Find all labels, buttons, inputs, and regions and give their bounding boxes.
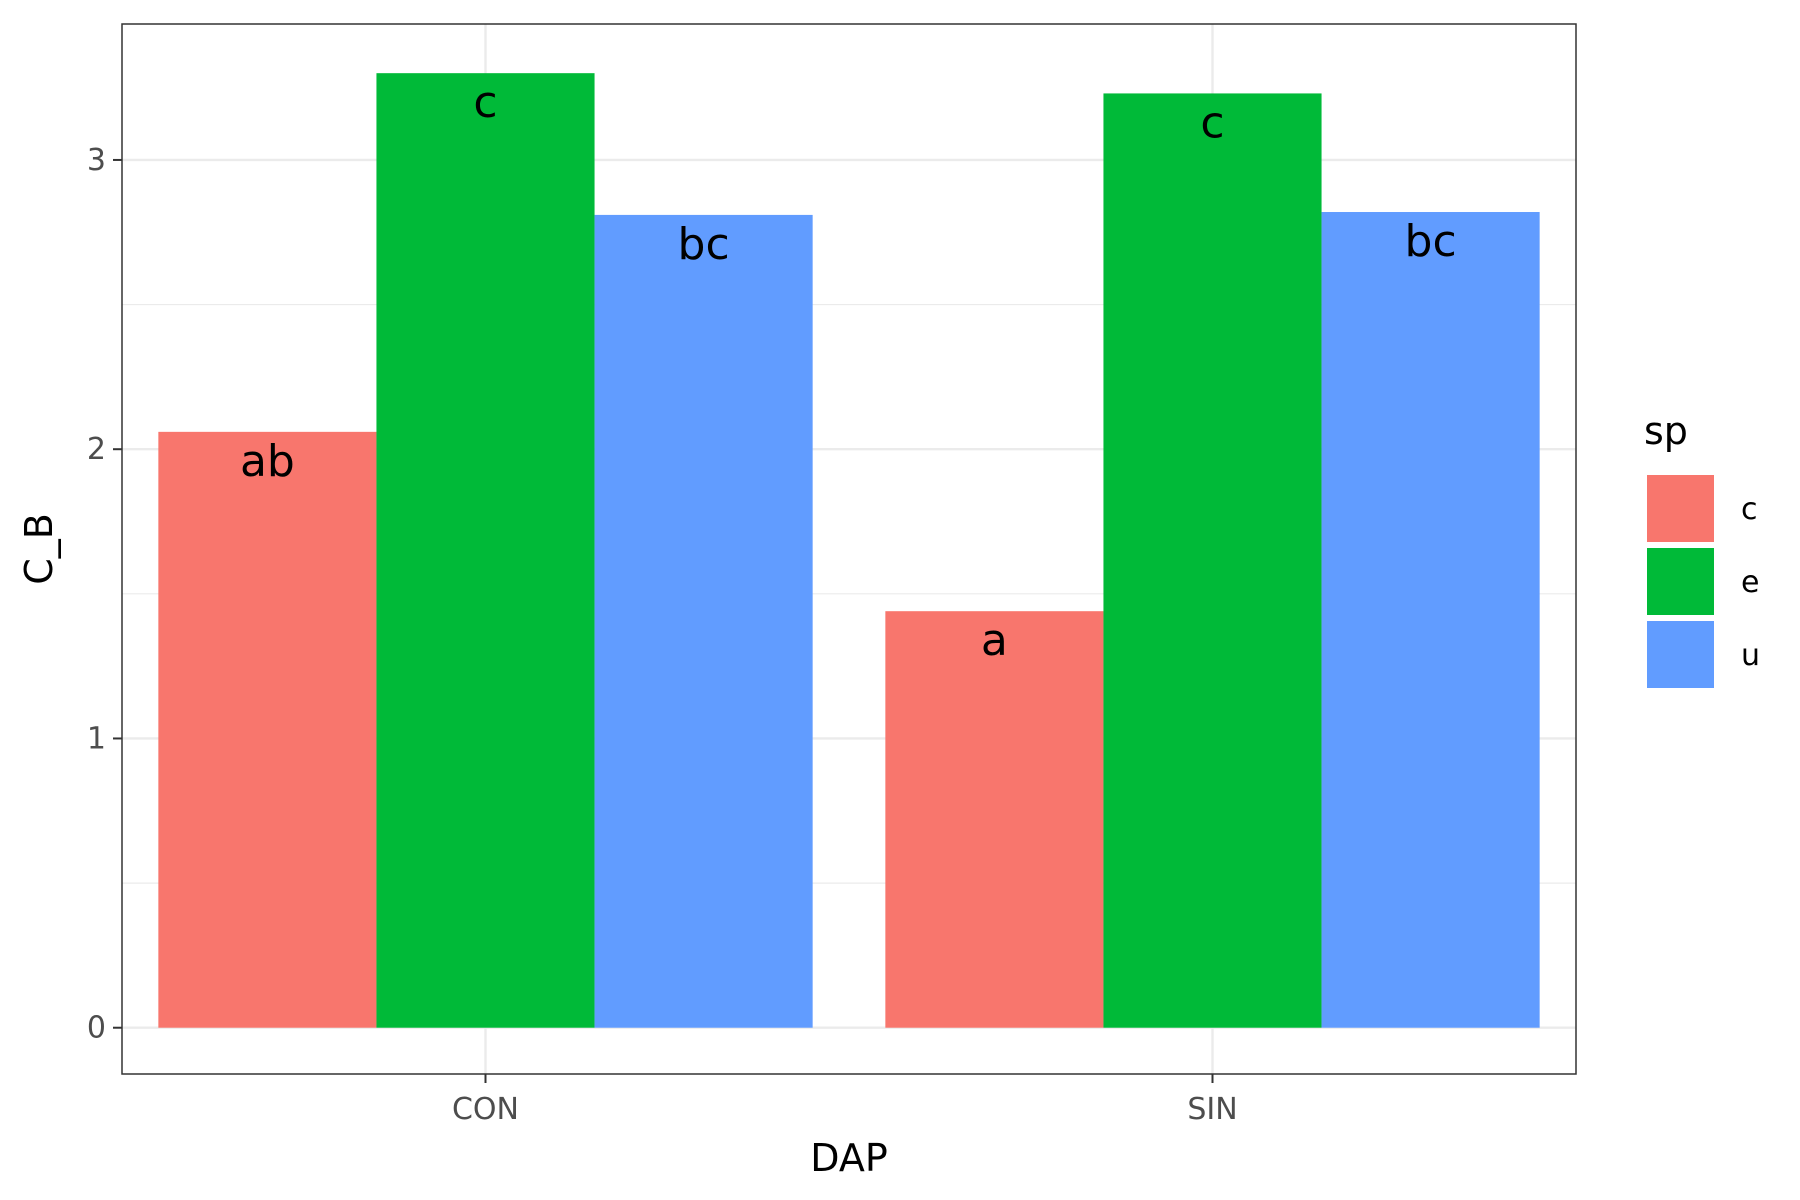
bar-label: a	[981, 615, 1008, 666]
legend-key-u	[1647, 621, 1714, 688]
bar-label: c	[473, 77, 497, 128]
x-axis-title: DAP	[810, 1136, 888, 1180]
legend-label: e	[1741, 565, 1759, 600]
bar-e-CON	[376, 73, 595, 1028]
legend-label: u	[1741, 638, 1760, 673]
bar-u-SIN	[1321, 212, 1540, 1028]
bar-e-SIN	[1103, 93, 1322, 1028]
axes: 0 1 2 3 CON SIN	[87, 143, 1238, 1127]
legend-title: sp	[1644, 409, 1688, 453]
y-axis-title: C_B	[17, 513, 61, 585]
legend-label: c	[1741, 492, 1758, 527]
panel-border	[121, 23, 1577, 1075]
y-tick-label: 0	[87, 1011, 106, 1046]
bar-label: ab	[240, 436, 295, 487]
y-tick-label: 3	[87, 143, 106, 178]
bar-u-CON	[594, 214, 813, 1028]
y-tick-label: 2	[87, 432, 106, 467]
legend-key-e	[1647, 548, 1714, 615]
bars	[158, 73, 1540, 1028]
bar-label: bc	[678, 219, 730, 270]
bar-c-SIN	[885, 611, 1104, 1028]
legend: sp c e u	[1644, 409, 1760, 688]
bar-label: c	[1200, 97, 1224, 148]
x-tick-label: CON	[452, 1092, 519, 1127]
bar-labels: ab a c c bc bc	[240, 77, 1457, 666]
bar-label: bc	[1405, 216, 1457, 267]
bar-c-CON	[158, 431, 377, 1028]
legend-key-c	[1647, 475, 1714, 542]
x-tick-label: SIN	[1187, 1092, 1237, 1127]
y-tick-label: 1	[87, 721, 106, 756]
